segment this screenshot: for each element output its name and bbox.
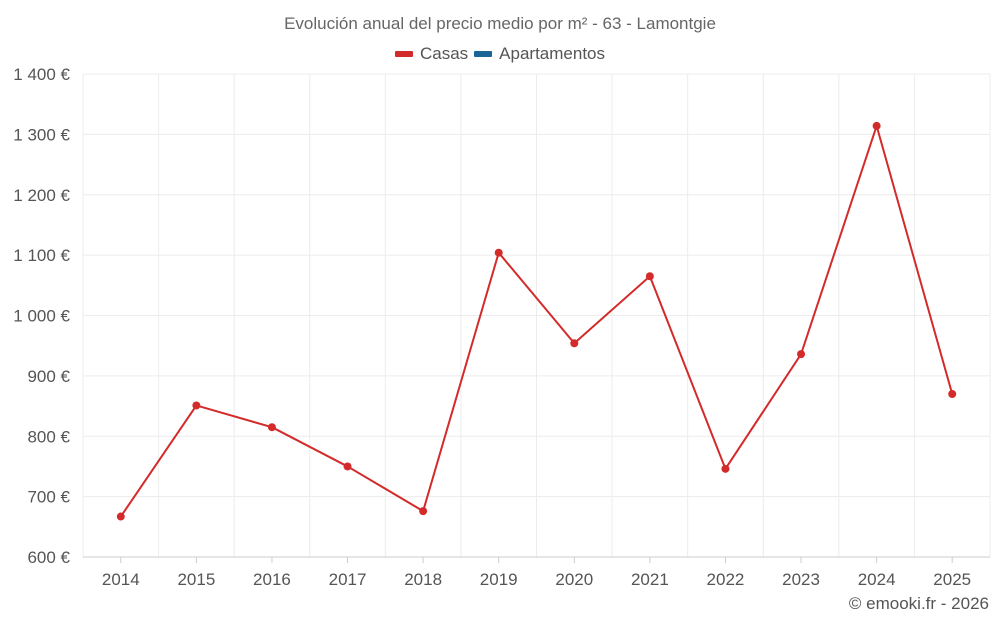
legend-swatch-apartamentos — [474, 51, 493, 57]
data-point — [267, 423, 276, 432]
y-tick-label: 900 € — [27, 367, 70, 386]
legend-label-casas: Casas — [419, 44, 469, 63]
x-tick-label: 2024 — [858, 570, 896, 589]
y-tick-label: 800 € — [27, 427, 70, 446]
data-point — [419, 507, 428, 516]
data-point — [872, 121, 881, 130]
x-tick-label: 2022 — [707, 570, 745, 589]
y-tick-label: 1 100 € — [13, 246, 70, 265]
x-tick-label: 2023 — [782, 570, 820, 589]
y-tick-label: 1 200 € — [13, 186, 70, 205]
data-point — [721, 464, 730, 473]
copyright-credit: © emooki.fr - 2026 — [848, 594, 989, 613]
legend-label-apartamentos: Apartamentos — [499, 44, 606, 63]
data-point — [797, 350, 806, 359]
x-tick-label: 2019 — [480, 570, 518, 589]
data-point — [570, 339, 579, 348]
data-point — [494, 248, 503, 257]
series-line-casas — [119, 124, 954, 518]
x-tick-label: 2020 — [555, 570, 593, 589]
legend-item-casas[interactable]: Casas — [394, 44, 469, 64]
chart-legend: Casas Apartamentos — [0, 44, 1000, 64]
x-tick-label: 2016 — [253, 570, 291, 589]
x-tick-label: 2015 — [177, 570, 215, 589]
data-point — [343, 462, 352, 471]
x-tick-label: 2025 — [933, 570, 971, 589]
x-tick-label: 2018 — [404, 570, 442, 589]
x-tick-label: 2014 — [102, 570, 140, 589]
data-point — [948, 389, 957, 398]
x-tick-label: 2021 — [631, 570, 669, 589]
legend-item-apartamentos[interactable]: Apartamentos — [474, 44, 605, 64]
data-point — [116, 512, 125, 521]
chart-title: Evolución anual del precio medio por m² … — [284, 14, 716, 33]
data-point — [192, 401, 201, 410]
x-tick-label: 2017 — [329, 570, 367, 589]
data-point — [645, 272, 654, 281]
y-tick-label: 1 300 € — [13, 125, 70, 144]
legend-swatch-casas — [394, 51, 413, 57]
y-tick-label: 700 € — [27, 488, 70, 507]
y-tick-label: 600 € — [27, 548, 70, 567]
y-tick-label: 1 400 € — [13, 65, 70, 84]
y-tick-label: 1 000 € — [13, 307, 70, 326]
